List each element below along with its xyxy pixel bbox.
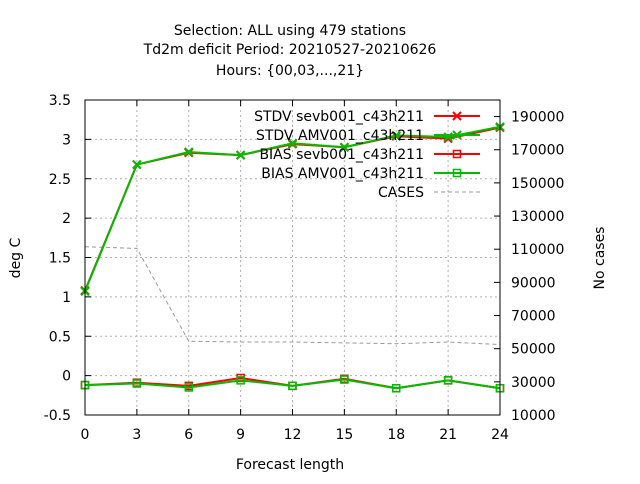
data-point-bias-amv001-c43h211	[392, 383, 401, 393]
y2-tick-label: 30000	[511, 375, 556, 391]
y-tick-label: 0.5	[49, 329, 71, 345]
legend: STDV sevb001_c43h211 STDV AMV001_c43h211 B…	[254, 109, 480, 201]
legend-label: CASES	[378, 185, 424, 201]
y2-tick-label: 10000	[511, 408, 556, 424]
y2-tick-label: 190000	[511, 110, 564, 126]
series-line-cases	[84, 246, 501, 346]
y-tick-label: 2.5	[49, 172, 71, 188]
y2-tick-label: 150000	[511, 176, 564, 192]
x-axis-label: Forecast length	[236, 457, 344, 473]
y-tick-label: 3.5	[49, 93, 71, 109]
axis-ticks: 0 3 6 9 12 15 18 21 24 3.5 3 2.5 2 1.5 1 0.5 0 -0.5 190000…	[44, 93, 565, 443]
y2-tick-label: 70000	[511, 309, 556, 325]
data-point-bias-amv001-c43h211	[184, 383, 193, 392]
x-tick-label: 12	[284, 427, 302, 443]
legend-label: STDV AMV001_c43h211	[256, 128, 424, 144]
chart-title: Selection: ALL using 479 stations Td2m d…	[143, 23, 437, 79]
chart-title-line-3: Hours: {00,03,...,21}	[216, 63, 364, 79]
x-tick-label: 3	[132, 427, 141, 443]
data-point-bias-amv001-c43h211	[236, 376, 245, 385]
y2-tick-label: 170000	[511, 143, 564, 159]
x-tick-label: 6	[184, 427, 193, 443]
y2-tick-label: 90000	[511, 275, 556, 291]
data-point-stdv-amv001-c43h211	[235, 150, 246, 160]
legend-marker-stdv-amv001-c43h211	[452, 130, 462, 140]
x-tick-label: 15	[335, 427, 353, 443]
y2-axis-label: No cases	[592, 227, 608, 290]
x-tick-label: 18	[387, 427, 405, 443]
y-tick-label: 0	[62, 369, 71, 385]
x-tick-label: 21	[439, 427, 457, 443]
series-layer	[80, 122, 505, 393]
y-tick-label: 2	[62, 211, 71, 227]
series-line-bias-amv001-c43h211	[84, 378, 501, 390]
x-tick-label: 24	[491, 427, 509, 443]
legend-label: BIAS AMV001_c43h211	[261, 166, 424, 182]
grid	[85, 100, 500, 415]
data-point-stdv-amv001-c43h211	[132, 159, 142, 170]
y2-tick-label: 110000	[511, 242, 564, 258]
y-tick-label: 3	[62, 132, 71, 148]
legend-marker-bias-sevb001-c43h211	[452, 149, 462, 159]
data-point-stdv-amv001-c43h211	[287, 138, 298, 149]
chart-title-line-1: Selection: ALL using 479 stations	[174, 23, 406, 39]
legend-label: BIAS sevb001_c43h211	[259, 147, 424, 163]
data-point-bias-amv001-c43h211	[340, 375, 349, 384]
y-tick-label: -0.5	[44, 408, 71, 424]
y-tick-label: 1.5	[49, 251, 71, 267]
data-point-stdv-amv001-c43h211	[184, 147, 194, 157]
legend-label: STDV sevb001_c43h211	[254, 109, 424, 125]
data-point-stdv-amv001-c43h211	[339, 142, 350, 152]
legend-marker-stdv-sevb001-c43h211	[452, 111, 462, 121]
legend-marker-bias-amv001-c43h211	[452, 168, 462, 178]
x-tick-label: 0	[81, 427, 90, 443]
y-axis-label: deg C	[8, 237, 24, 278]
y2-tick-label: 130000	[511, 209, 564, 225]
x-tick-label: 9	[236, 427, 245, 443]
y-tick-label: 1	[62, 290, 71, 306]
cases-series-layer	[84, 246, 501, 346]
data-point-bias-amv001-c43h211	[443, 376, 453, 385]
y2-tick-label: 50000	[511, 342, 556, 358]
data-point-stdv-amv001-c43h211	[391, 130, 401, 141]
data-point-bias-amv001-c43h211	[288, 381, 297, 391]
data-point-bias-amv001-c43h211	[132, 379, 142, 388]
chart-title-line-2: Td2m deficit Period: 20210527-20210626	[143, 42, 437, 58]
